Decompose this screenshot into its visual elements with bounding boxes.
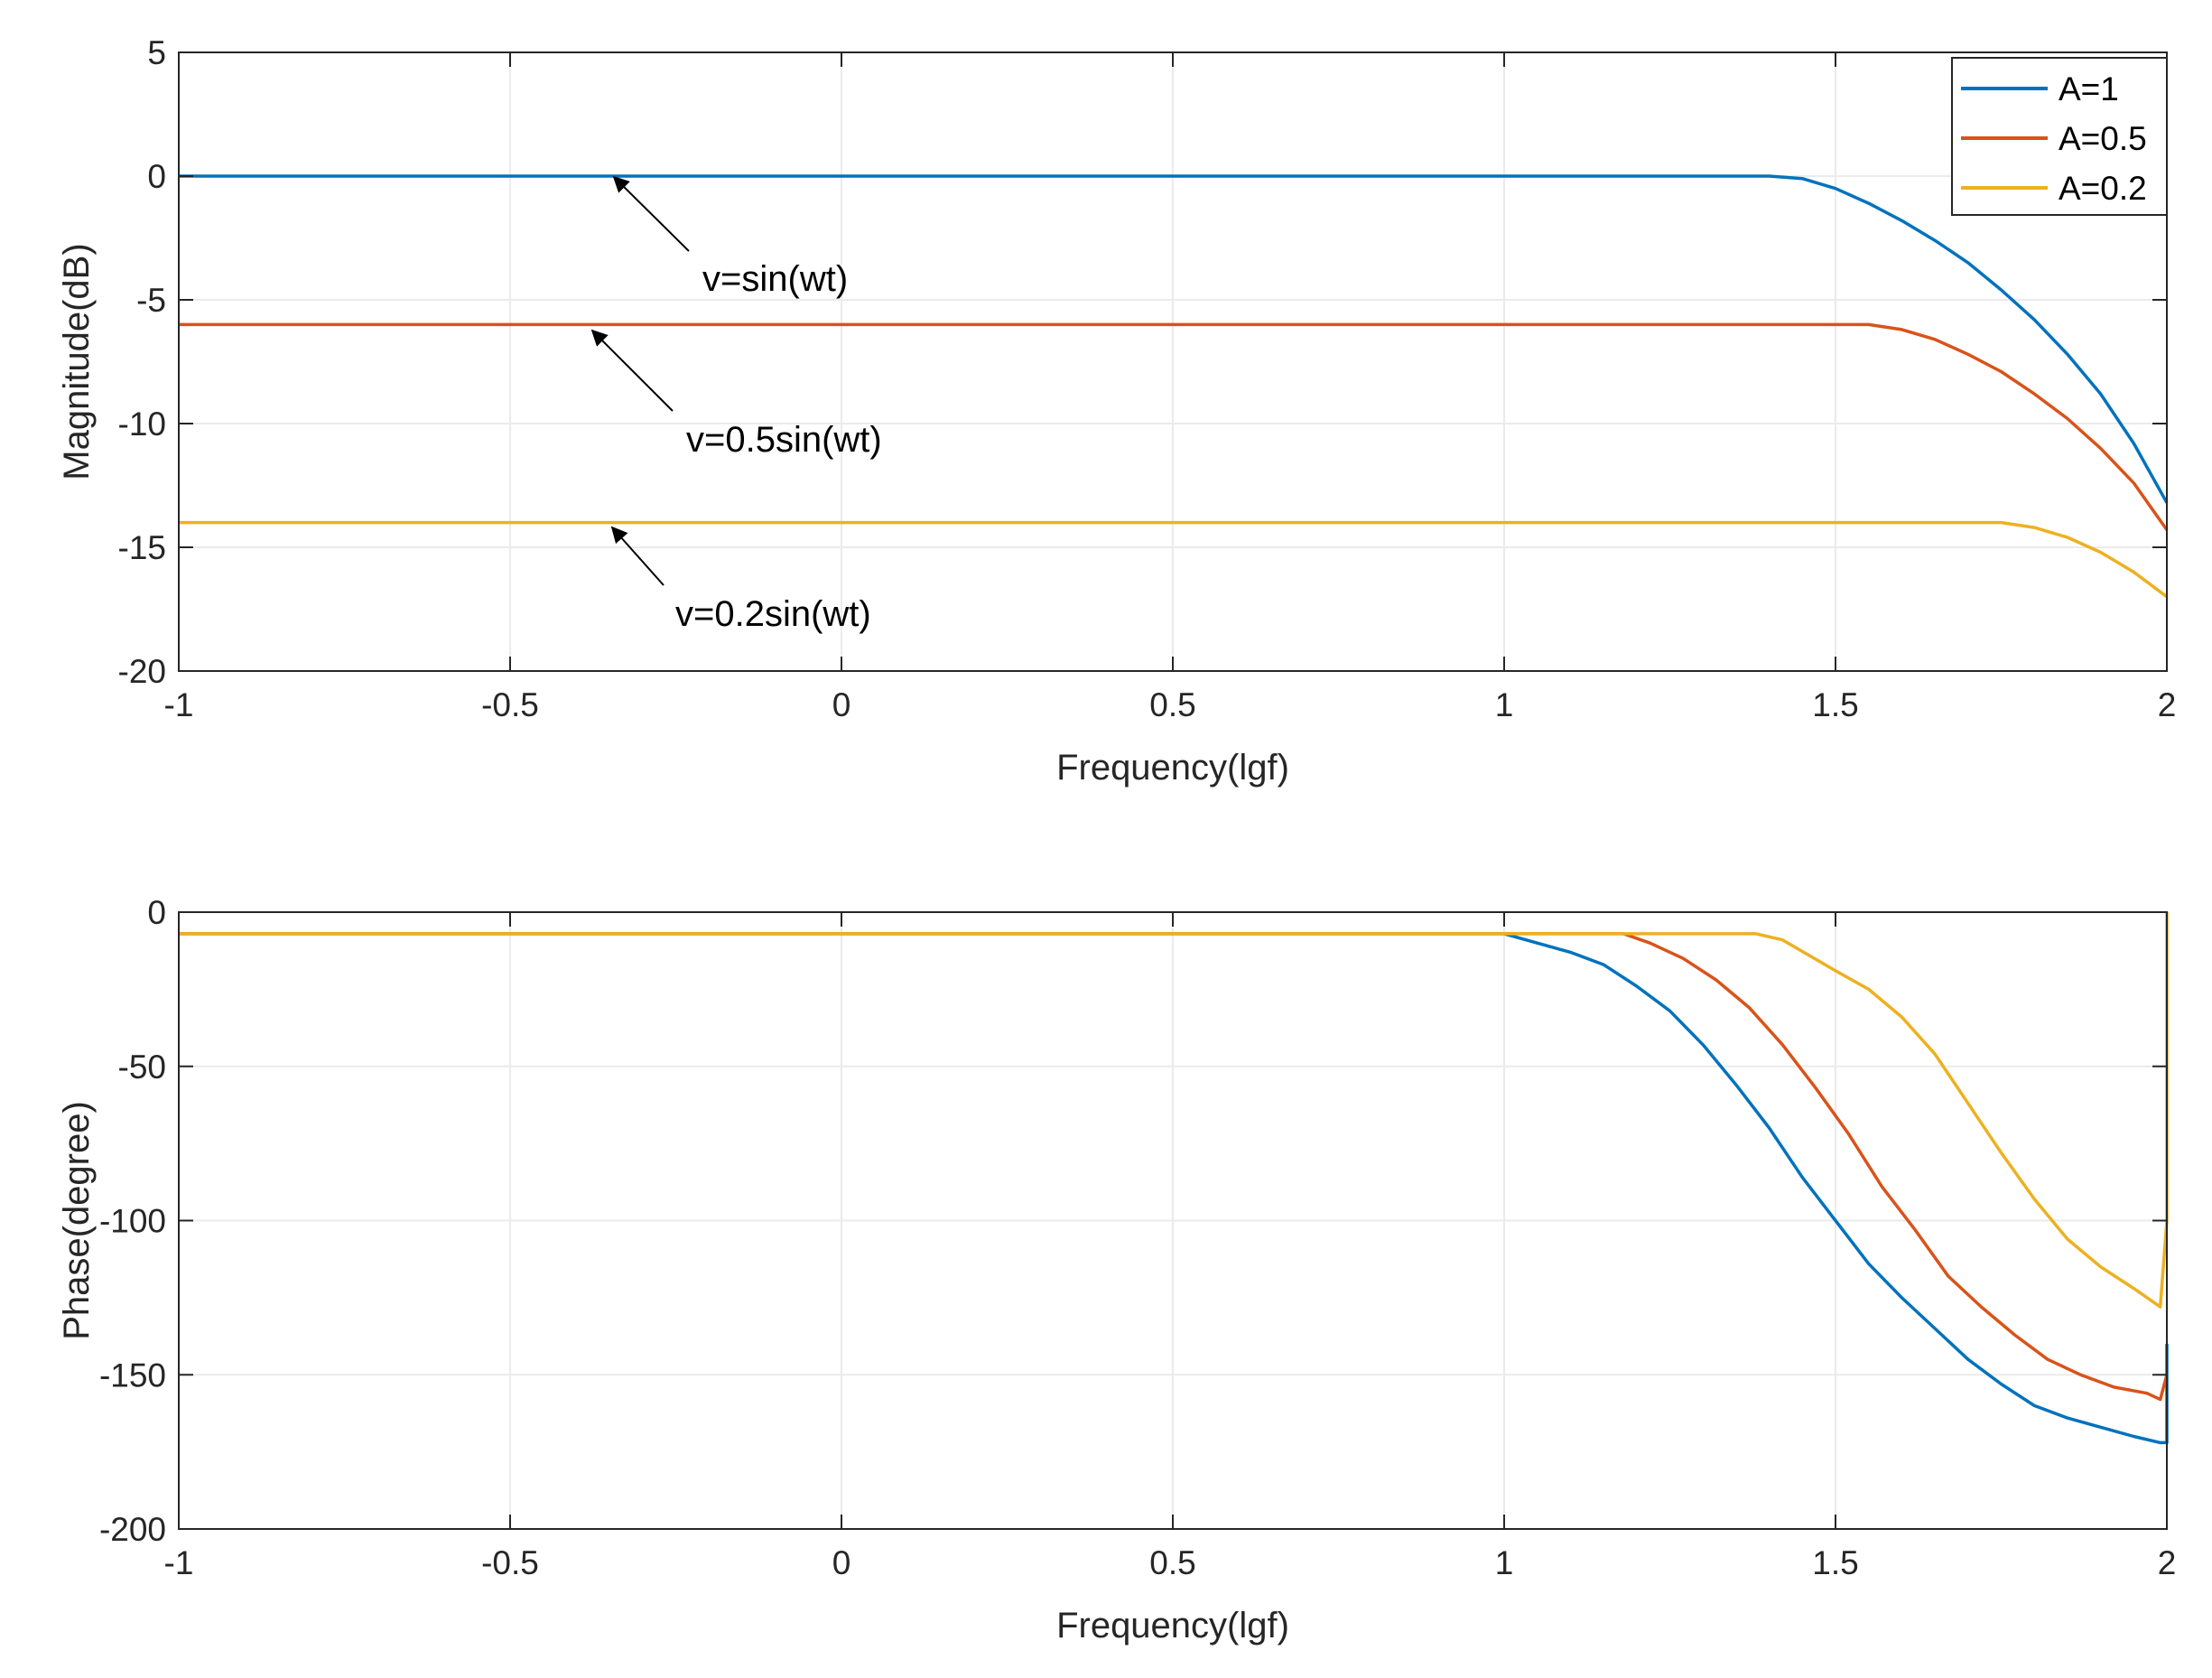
- x-tick-label: 1.5: [1812, 1544, 1858, 1581]
- legend-label-a05: A=0.5: [2059, 120, 2147, 157]
- annotation-a02: v=0.2sin(wt): [675, 594, 871, 634]
- series-line-a-1: [179, 932, 2169, 1445]
- y-tick-label: 0: [147, 158, 166, 195]
- series-line-a-1: [179, 174, 2169, 504]
- legend: A=1 A=0.5 A=0.2: [1951, 57, 2168, 216]
- x-tick-label: 0.5: [1149, 1544, 1195, 1581]
- x-tick-label: 0: [832, 686, 851, 723]
- phase-series: [179, 912, 2169, 1445]
- y-tick-label: -5: [136, 282, 166, 319]
- series-line-a-0-5: [179, 932, 2169, 1402]
- phase-y-axis-label: Phase(degree): [57, 1101, 97, 1340]
- annotation-a05: v=0.5sin(wt): [686, 420, 882, 460]
- magnitude-plot: -1 -0.5 0 0.5 1 1.5 2 -20 -15 -10 -5 0 5 Frequency(…: [57, 34, 2176, 788]
- y-tick-label: -200: [99, 1511, 166, 1548]
- x-tick-label: 2: [2158, 1544, 2177, 1581]
- x-tick-label: 2: [2158, 686, 2177, 723]
- annotation-arrow-a05: [590, 329, 674, 412]
- x-tick-label: 1.5: [1812, 686, 1858, 723]
- magnitude-y-ticks: -20 -15 -10 -5 0 5: [118, 34, 2167, 690]
- y-tick-label: -15: [118, 529, 166, 566]
- annotation-a1: v=sin(wt): [702, 259, 848, 299]
- x-tick-label: -0.5: [481, 686, 539, 723]
- magnitude-grid: [178, 51, 2168, 672]
- x-tick-label: -1: [164, 686, 194, 723]
- legend-label-a02: A=0.2: [2059, 170, 2147, 207]
- series-line-a-0-2: [179, 520, 2169, 599]
- series-line-a-0-5: [179, 322, 2169, 531]
- x-tick-label: 1: [1495, 1544, 1514, 1581]
- y-tick-label: -100: [99, 1203, 166, 1240]
- phase-x-axis-label: Frequency(lgf): [1056, 1606, 1289, 1645]
- annotations: v=sin(wt) v=0.5sin(wt) v=0.2sin(wt): [590, 175, 882, 634]
- series-line-a-0-2: [179, 912, 2169, 1309]
- phase-y-ticks: -200 -150 -100 -50 0: [99, 894, 2167, 1548]
- annotation-arrow-a1: [612, 175, 690, 252]
- x-tick-label: 1: [1495, 686, 1514, 723]
- y-tick-label: -150: [99, 1356, 166, 1394]
- magnitude-y-axis-label: Magnitude(dB): [57, 243, 97, 480]
- x-tick-label: -0.5: [481, 1544, 539, 1581]
- x-tick-label: -1: [164, 1544, 194, 1581]
- phase-grid: [178, 911, 2168, 1530]
- y-tick-label: 5: [147, 34, 166, 71]
- magnitude-series: [179, 174, 2169, 599]
- phase-x-ticks: -1 -0.5 0 0.5 1 1.5 2: [164, 912, 2177, 1581]
- y-tick-label: -10: [118, 406, 166, 443]
- y-tick-label: 0: [147, 894, 166, 931]
- annotation-arrow-a02: [610, 526, 665, 586]
- phase-plot: -1 -0.5 0 0.5 1 1.5 2 -200 -150 -100 -50 0 Frequen…: [57, 894, 2176, 1645]
- legend-label-a1: A=1: [2059, 70, 2119, 107]
- y-tick-label: -50: [118, 1049, 166, 1086]
- y-tick-label: -20: [118, 653, 166, 690]
- magnitude-x-axis-label: Frequency(lgf): [1056, 748, 1289, 788]
- x-tick-label: 0: [832, 1544, 851, 1581]
- x-tick-label: 0.5: [1149, 686, 1195, 723]
- magnitude-x-ticks: -1 -0.5 0 0.5 1 1.5 2: [164, 52, 2177, 723]
